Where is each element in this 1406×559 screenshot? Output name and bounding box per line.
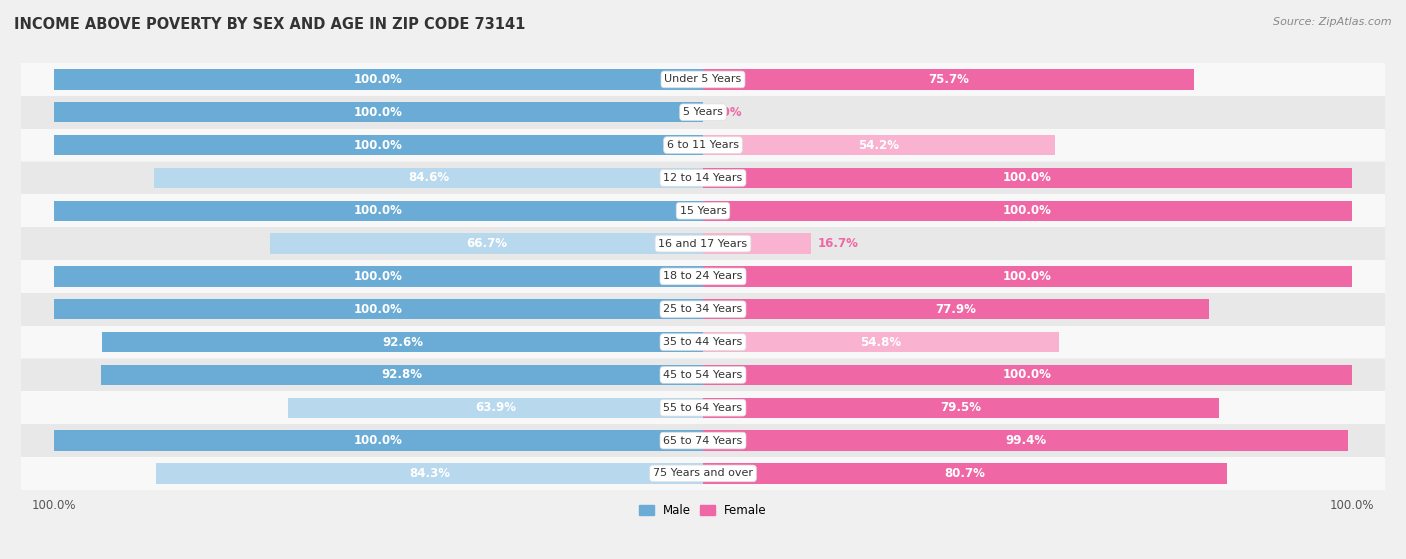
Text: 75 Years and over: 75 Years and over bbox=[652, 468, 754, 479]
Bar bbox=[103, 332, 703, 352]
Bar bbox=[21, 358, 1385, 391]
Bar bbox=[53, 299, 703, 319]
Bar bbox=[288, 397, 703, 418]
Bar bbox=[703, 234, 811, 254]
Bar bbox=[53, 430, 703, 451]
Bar bbox=[53, 135, 703, 155]
Text: 100.0%: 100.0% bbox=[354, 270, 404, 283]
Text: 84.6%: 84.6% bbox=[408, 172, 449, 184]
Text: 75.7%: 75.7% bbox=[928, 73, 969, 86]
Bar bbox=[703, 430, 1348, 451]
Bar bbox=[703, 364, 1353, 385]
Text: 100.0%: 100.0% bbox=[354, 106, 404, 119]
Bar bbox=[21, 227, 1385, 260]
Bar bbox=[21, 129, 1385, 162]
Text: 54.8%: 54.8% bbox=[860, 335, 901, 349]
Bar bbox=[53, 69, 703, 89]
Text: 45 to 54 Years: 45 to 54 Years bbox=[664, 370, 742, 380]
Text: 16.7%: 16.7% bbox=[818, 237, 859, 250]
Text: 66.7%: 66.7% bbox=[465, 237, 508, 250]
Bar bbox=[703, 299, 1209, 319]
Bar bbox=[703, 135, 1054, 155]
Text: 35 to 44 Years: 35 to 44 Years bbox=[664, 337, 742, 347]
Text: 100.0%: 100.0% bbox=[354, 204, 404, 217]
Text: 6 to 11 Years: 6 to 11 Years bbox=[666, 140, 740, 150]
Bar bbox=[21, 96, 1385, 129]
Bar bbox=[703, 397, 1219, 418]
Text: 0.0%: 0.0% bbox=[710, 106, 742, 119]
Text: 100.0%: 100.0% bbox=[1002, 172, 1052, 184]
Text: 100.0%: 100.0% bbox=[354, 139, 404, 151]
Text: 54.2%: 54.2% bbox=[859, 139, 900, 151]
Text: 84.3%: 84.3% bbox=[409, 467, 450, 480]
Bar bbox=[21, 326, 1385, 358]
Bar bbox=[101, 364, 703, 385]
Text: 100.0%: 100.0% bbox=[1002, 368, 1052, 381]
Bar bbox=[703, 332, 1059, 352]
Bar bbox=[21, 457, 1385, 490]
Text: 79.5%: 79.5% bbox=[941, 401, 981, 414]
Text: 65 to 74 Years: 65 to 74 Years bbox=[664, 435, 742, 446]
Bar bbox=[153, 168, 703, 188]
Bar bbox=[21, 424, 1385, 457]
Text: 100.0%: 100.0% bbox=[354, 73, 404, 86]
Text: 80.7%: 80.7% bbox=[945, 467, 986, 480]
Bar bbox=[21, 260, 1385, 293]
Text: 92.6%: 92.6% bbox=[382, 335, 423, 349]
Bar bbox=[703, 69, 1194, 89]
Text: 16 and 17 Years: 16 and 17 Years bbox=[658, 239, 748, 249]
Text: 63.9%: 63.9% bbox=[475, 401, 516, 414]
Bar bbox=[703, 201, 1353, 221]
Text: 77.9%: 77.9% bbox=[935, 303, 976, 316]
Bar bbox=[21, 391, 1385, 424]
Text: 92.8%: 92.8% bbox=[381, 368, 422, 381]
Bar bbox=[703, 266, 1353, 287]
Bar bbox=[53, 102, 703, 122]
Bar bbox=[53, 266, 703, 287]
Text: 5 Years: 5 Years bbox=[683, 107, 723, 117]
Text: 100.0%: 100.0% bbox=[354, 303, 404, 316]
Bar bbox=[21, 195, 1385, 227]
Bar bbox=[270, 234, 703, 254]
Text: 55 to 64 Years: 55 to 64 Years bbox=[664, 402, 742, 413]
Text: 99.4%: 99.4% bbox=[1005, 434, 1046, 447]
Text: 25 to 34 Years: 25 to 34 Years bbox=[664, 304, 742, 314]
Text: 100.0%: 100.0% bbox=[1002, 204, 1052, 217]
Text: 18 to 24 Years: 18 to 24 Years bbox=[664, 272, 742, 281]
Text: 15 Years: 15 Years bbox=[679, 206, 727, 216]
Text: 100.0%: 100.0% bbox=[354, 434, 404, 447]
Text: Source: ZipAtlas.com: Source: ZipAtlas.com bbox=[1274, 17, 1392, 27]
Text: Under 5 Years: Under 5 Years bbox=[665, 74, 741, 84]
Legend: Male, Female: Male, Female bbox=[634, 499, 772, 522]
Bar bbox=[53, 201, 703, 221]
Bar bbox=[21, 162, 1385, 195]
Text: 12 to 14 Years: 12 to 14 Years bbox=[664, 173, 742, 183]
Bar bbox=[156, 463, 703, 484]
Text: INCOME ABOVE POVERTY BY SEX AND AGE IN ZIP CODE 73141: INCOME ABOVE POVERTY BY SEX AND AGE IN Z… bbox=[14, 17, 526, 32]
Bar bbox=[703, 463, 1227, 484]
Bar bbox=[21, 63, 1385, 96]
Text: 100.0%: 100.0% bbox=[1002, 270, 1052, 283]
Bar bbox=[703, 168, 1353, 188]
Bar bbox=[21, 293, 1385, 326]
